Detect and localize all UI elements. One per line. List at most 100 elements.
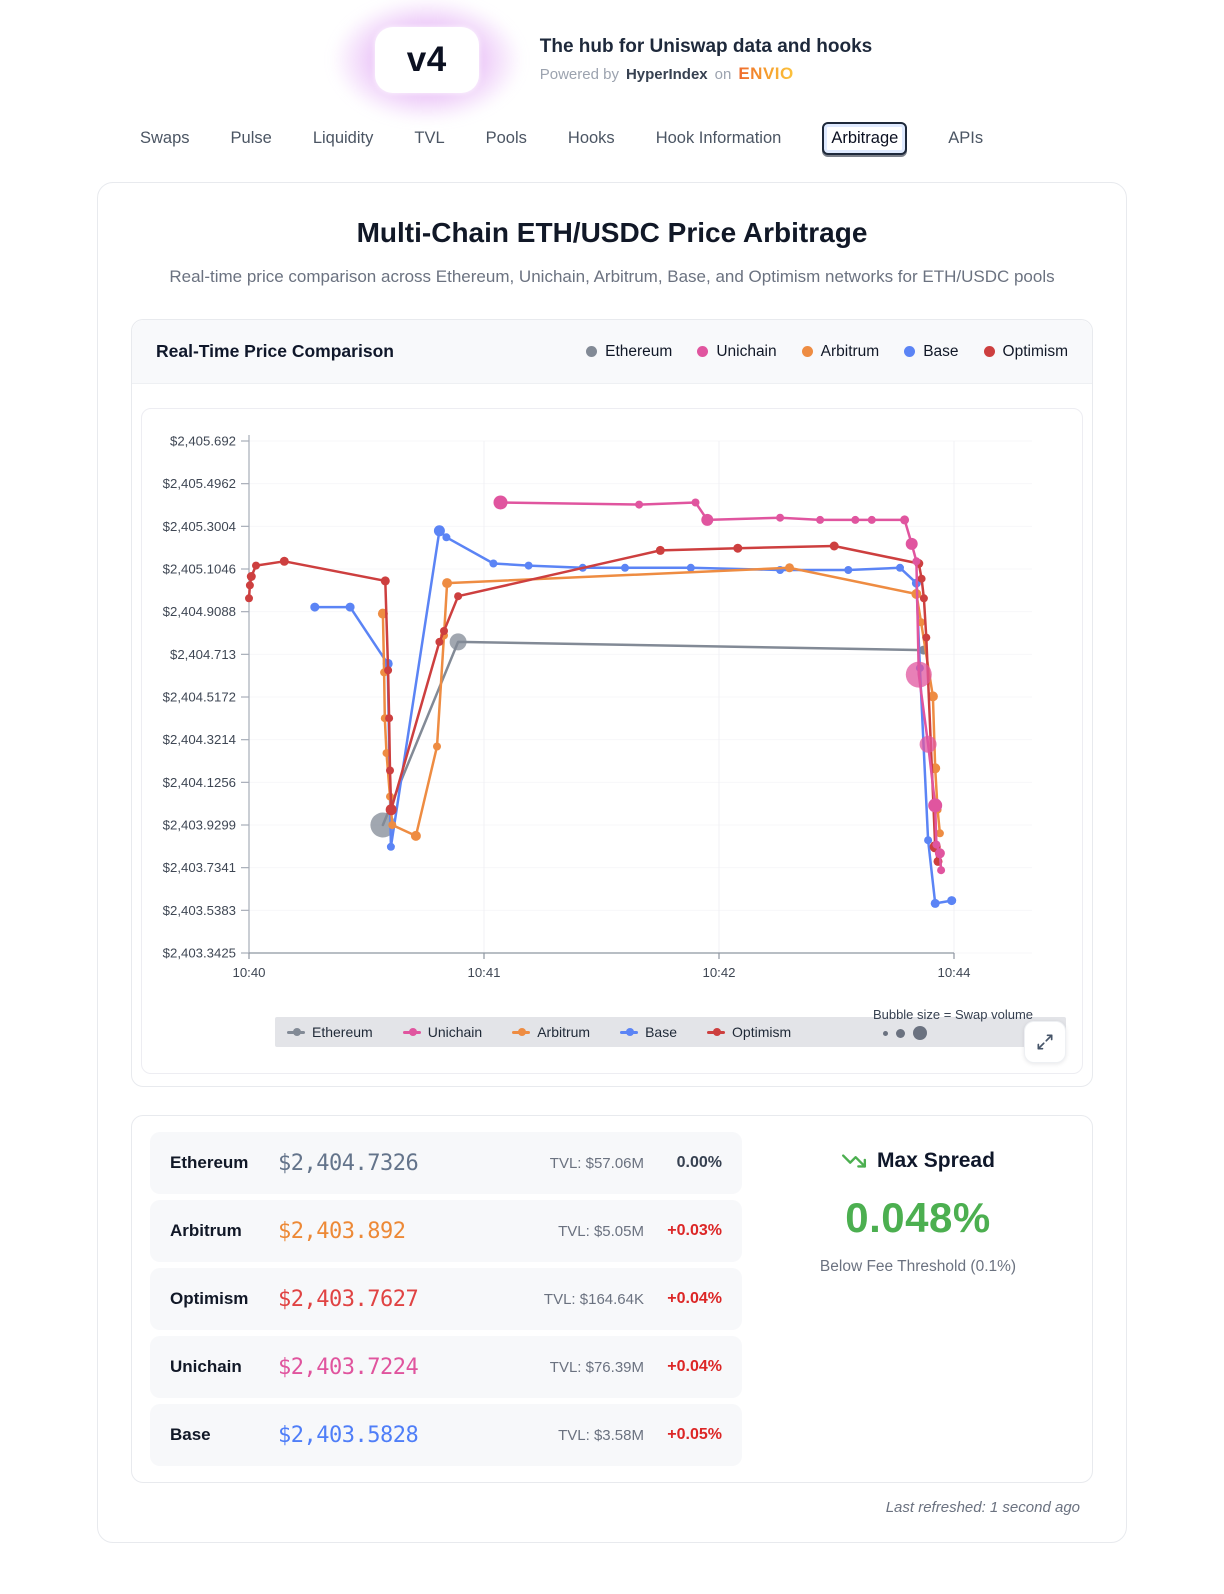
legend-bottom-item-arbitrum[interactable]: Arbitrum	[512, 1024, 590, 1040]
nav-item-pools[interactable]: Pools	[485, 128, 527, 147]
hyperindex-brand: HyperIndex	[625, 66, 708, 83]
network-spread-pct: +0.04%	[667, 1358, 722, 1376]
data-point-base	[924, 836, 933, 845]
nav-item-liquidity[interactable]: Liquidity	[312, 128, 374, 147]
max-spread-caption: Below Fee Threshold (0.1%)	[819, 1258, 1017, 1276]
network-name: Ethereum	[170, 1153, 249, 1173]
data-point-optimism	[829, 541, 839, 551]
panel-header: Real-Time Price Comparison Ethereum Unich…	[132, 320, 1092, 385]
data-point-base	[947, 896, 957, 906]
svg-text:$2,404.5172: $2,404.5172	[163, 690, 236, 705]
envio-logo[interactable]: ENVIO	[738, 64, 794, 83]
data-point-optimism	[279, 556, 289, 566]
legend-item-base[interactable]: Base	[904, 343, 959, 361]
data-point-arbitrum	[388, 821, 397, 830]
nav-item-hook-information[interactable]: Hook Information	[655, 128, 782, 147]
expand-chart-button[interactable]	[1024, 1021, 1066, 1064]
data-point-unichain	[691, 498, 700, 507]
data-point-optimism	[245, 594, 253, 603]
price-chart: $2,405.692 $2,405.4962 $2,405.3004 $2,405.1…	[163, 434, 1032, 980]
data-point-base	[442, 533, 451, 542]
stat-row-arbitrum: Arbitrum $2,403.892 TVL: $5.05M +0.03%	[150, 1200, 742, 1263]
data-point-arbitrum	[410, 830, 421, 841]
svg-text:$2,403.9299: $2,403.9299	[163, 818, 236, 833]
main-nav: Swaps Pulse Liquidity TVL Pools Hooks Hook Inf…	[95, 114, 1129, 162]
data-point-base	[621, 563, 629, 572]
data-point-unichain	[912, 557, 921, 566]
legend-bottom-item-optimism[interactable]: Optimism	[707, 1024, 791, 1040]
bubble-size-dots	[873, 1026, 1033, 1041]
data-point-base	[489, 559, 498, 568]
network-price: $2,404.7326	[278, 1150, 419, 1176]
series-line-unichain	[499, 501, 943, 872]
data-point-optimism	[919, 594, 928, 603]
page-title: Multi-Chain ETH/USDC Price Arbitrage	[356, 217, 868, 248]
nav-item-pulse[interactable]: Pulse	[230, 128, 272, 147]
logo-badge: v4	[374, 27, 479, 93]
data-point-optimism	[380, 576, 390, 586]
powered-by-label: Powered by	[539, 66, 619, 83]
data-point-unichain	[493, 495, 508, 510]
data-point-optimism	[454, 592, 463, 601]
data-point-ethereum	[370, 812, 396, 838]
trending-down-icon	[842, 1154, 867, 1168]
nav-item-tvl[interactable]: TVL	[414, 128, 445, 147]
svg-text:10:40: 10:40	[232, 965, 265, 980]
price-comparison-panel: Real-Time Price Comparison Ethereum Unich…	[131, 319, 1093, 1088]
stat-row-optimism: Optimism $2,403.7627 TVL: $164.64K +0.04%	[150, 1268, 742, 1331]
network-name: Optimism	[170, 1289, 249, 1309]
data-point-unichain	[776, 513, 785, 522]
data-point-optimism	[655, 545, 665, 555]
data-point-optimism	[917, 574, 926, 583]
legend-item-unichain[interactable]: Unichain	[697, 343, 777, 361]
svg-text:$2,405.1046: $2,405.1046	[163, 562, 236, 577]
legend-line-marker	[402, 1028, 421, 1037]
legend-item-optimism[interactable]: Optimism	[983, 343, 1068, 361]
network-price: $2,403.7627	[278, 1286, 419, 1312]
data-point-optimism	[252, 561, 260, 570]
data-point-arbitrum	[785, 563, 794, 573]
nav-item-swaps[interactable]: Swaps	[140, 128, 190, 147]
nav-item-hooks[interactable]: Hooks	[567, 128, 615, 147]
data-point-optimism	[386, 766, 394, 775]
nav-item-apis[interactable]: APIs	[948, 128, 984, 147]
svg-text:$2,405.3004: $2,405.3004	[163, 519, 236, 534]
nav-item-arbitrage[interactable]: Arbitrage	[822, 121, 908, 155]
network-tvl: TVL: $3.58M	[558, 1426, 644, 1444]
data-point-arbitrum	[927, 691, 938, 702]
data-point-arbitrum	[433, 742, 441, 751]
data-point-optimism	[385, 804, 397, 816]
legend-item-ethereum[interactable]: Ethereum	[586, 343, 672, 361]
data-point-unichain	[851, 515, 860, 524]
data-point-unichain	[928, 798, 943, 813]
data-point-unichain	[905, 661, 932, 688]
legend-line-marker	[512, 1028, 531, 1037]
data-point-unichain	[919, 735, 937, 753]
series-line-optimism	[247, 544, 940, 863]
app-header: v4 The hub for Uniswap data and hooks Po…	[0, 0, 1224, 122]
data-point-unichain	[905, 537, 918, 550]
data-point-unichain	[867, 515, 876, 524]
svg-text:$2,405.692: $2,405.692	[170, 434, 236, 449]
data-point-base	[524, 561, 533, 570]
legend-bottom-item-unichain[interactable]: Unichain	[402, 1024, 482, 1040]
network-name: Unichain	[170, 1357, 242, 1377]
series-line-ethereum	[381, 640, 925, 827]
network-tvl: TVL: $57.06M	[549, 1154, 644, 1172]
data-point-ethereum	[449, 633, 467, 651]
legend-bottom-item-base[interactable]: Base	[620, 1024, 677, 1040]
data-point-optimism	[245, 581, 254, 590]
max-spread-value: 0.048%	[845, 1194, 991, 1242]
legend-bottom-item-ethereum[interactable]: Ethereum	[287, 1024, 373, 1040]
data-point-optimism	[733, 543, 743, 553]
v4-logo: v4	[331, 0, 522, 122]
svg-text:10:42: 10:42	[702, 965, 735, 980]
data-point-optimism	[246, 572, 256, 582]
max-spread-title: Max Spread	[877, 1149, 995, 1173]
series-line-base	[313, 529, 953, 905]
legend-item-arbitrum[interactable]: Arbitrum	[801, 343, 879, 361]
network-spread-pct: 0.00%	[676, 1154, 722, 1172]
legend-dot	[801, 346, 813, 358]
svg-text:$2,403.5383: $2,403.5383	[163, 903, 236, 918]
svg-text:$2,404.1256: $2,404.1256	[163, 775, 236, 790]
